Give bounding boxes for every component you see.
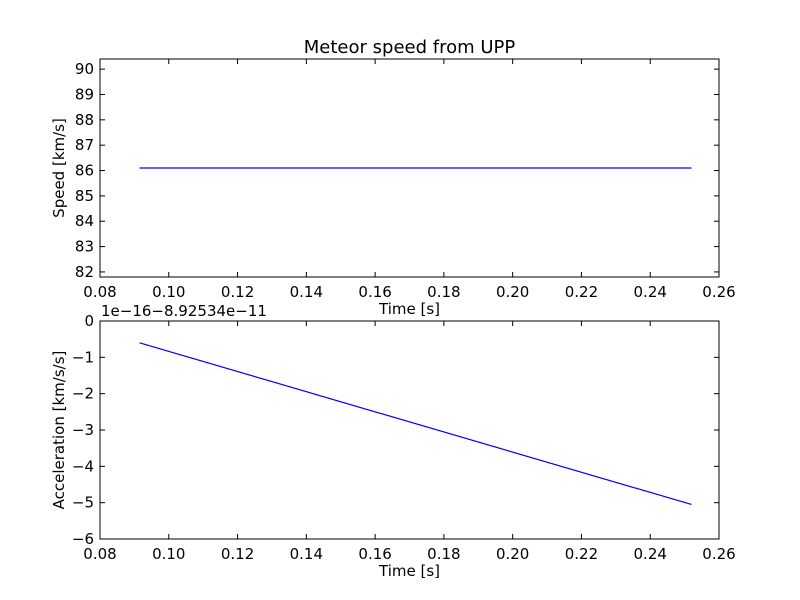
speed-plot-frame bbox=[99, 58, 720, 278]
x-tick-label: 0.18 bbox=[427, 283, 460, 301]
x-tick-label: 0.08 bbox=[83, 545, 116, 563]
x-tick-label: 0.24 bbox=[634, 545, 667, 563]
acceleration-y-ticks: −6 −5 −4 −3 −2 −1 0 bbox=[72, 312, 719, 548]
x-tick-label: 0.10 bbox=[152, 545, 185, 563]
chart-title: Meteor speed from UPP bbox=[304, 37, 516, 58]
y-tick-label: −3 bbox=[72, 421, 94, 439]
acceleration-y-axis-label: Acceleration [km/s/s] bbox=[50, 351, 68, 510]
x-tick-label: 0.12 bbox=[221, 545, 254, 563]
speed-y-axis-label: Speed [km/s] bbox=[50, 118, 68, 218]
x-tick-label: 0.08 bbox=[83, 283, 116, 301]
x-tick-label: 0.22 bbox=[565, 545, 598, 563]
y-tick-label: 84 bbox=[75, 212, 94, 230]
x-tick-label: 0.16 bbox=[358, 283, 391, 301]
x-tick-label: 0.26 bbox=[702, 283, 735, 301]
acceleration-x-ticks: 0.08 0.10 0.12 0.14 0.16 0.18 0.20 0.22 0.24 0.26 bbox=[83, 321, 736, 563]
y-tick-label: −6 bbox=[72, 530, 94, 548]
y-tick-label: −2 bbox=[72, 385, 94, 403]
y-tick-label: 90 bbox=[75, 60, 94, 78]
speed-subplot: Meteor speed from UPP 0.08 0.10 0.12 0.14 0.… bbox=[50, 37, 736, 318]
speed-y-ticks: 82 83 84 85 86 87 88 89 90 bbox=[75, 60, 719, 281]
acceleration-series-layer bbox=[139, 342, 692, 506]
x-tick-label: 0.24 bbox=[634, 283, 667, 301]
y-tick-label: 89 bbox=[75, 85, 94, 103]
y-tick-label: −1 bbox=[72, 348, 94, 366]
y-tick-label: 88 bbox=[75, 111, 94, 129]
y-tick-label: 83 bbox=[75, 238, 94, 256]
acceleration-series-line bbox=[139, 342, 692, 506]
x-tick-label: 0.18 bbox=[427, 545, 460, 563]
x-tick-label: 0.14 bbox=[290, 283, 323, 301]
x-tick-label: 0.10 bbox=[152, 283, 185, 301]
y-tick-label: 82 bbox=[75, 263, 94, 281]
x-tick-label: 0.20 bbox=[496, 283, 529, 301]
y-tick-label: 86 bbox=[75, 162, 94, 180]
x-tick-label: 0.14 bbox=[290, 545, 323, 563]
y-tick-label: −5 bbox=[72, 494, 94, 512]
x-tick-label: 0.20 bbox=[496, 545, 529, 563]
y-tick-label: −4 bbox=[72, 457, 94, 475]
y-tick-label: 87 bbox=[75, 136, 94, 154]
acceleration-offset-text: 1e−16−8.92534e−11 bbox=[101, 302, 267, 320]
x-tick-label: 0.22 bbox=[565, 283, 598, 301]
speed-x-ticks: 0.08 0.10 0.12 0.14 0.16 0.18 0.20 0.22 0.24 0.26 bbox=[83, 59, 736, 301]
y-tick-label: 85 bbox=[75, 187, 94, 205]
x-tick-label: 0.26 bbox=[702, 545, 735, 563]
y-tick-label: 0 bbox=[84, 312, 94, 330]
x-tick-label: 0.16 bbox=[358, 545, 391, 563]
acceleration-x-axis-label: Time [s] bbox=[378, 562, 440, 580]
x-tick-label: 0.12 bbox=[221, 283, 254, 301]
speed-x-axis-label: Time [s] bbox=[378, 300, 440, 318]
acceleration-subplot: 0.08 0.10 0.12 0.14 0.16 0.18 0.20 0.22 0.24 0.26… bbox=[50, 302, 736, 580]
